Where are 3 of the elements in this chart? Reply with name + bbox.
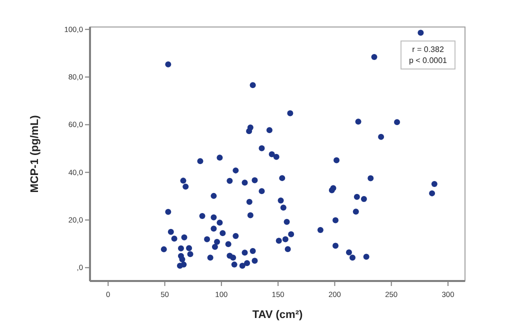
x-axis-title: TAV (cm²): [252, 309, 303, 321]
y-axis-title: MCP-1 (pg/mL): [29, 114, 41, 193]
annotation: r = 0.382 p < 0.0001: [408, 45, 448, 65]
